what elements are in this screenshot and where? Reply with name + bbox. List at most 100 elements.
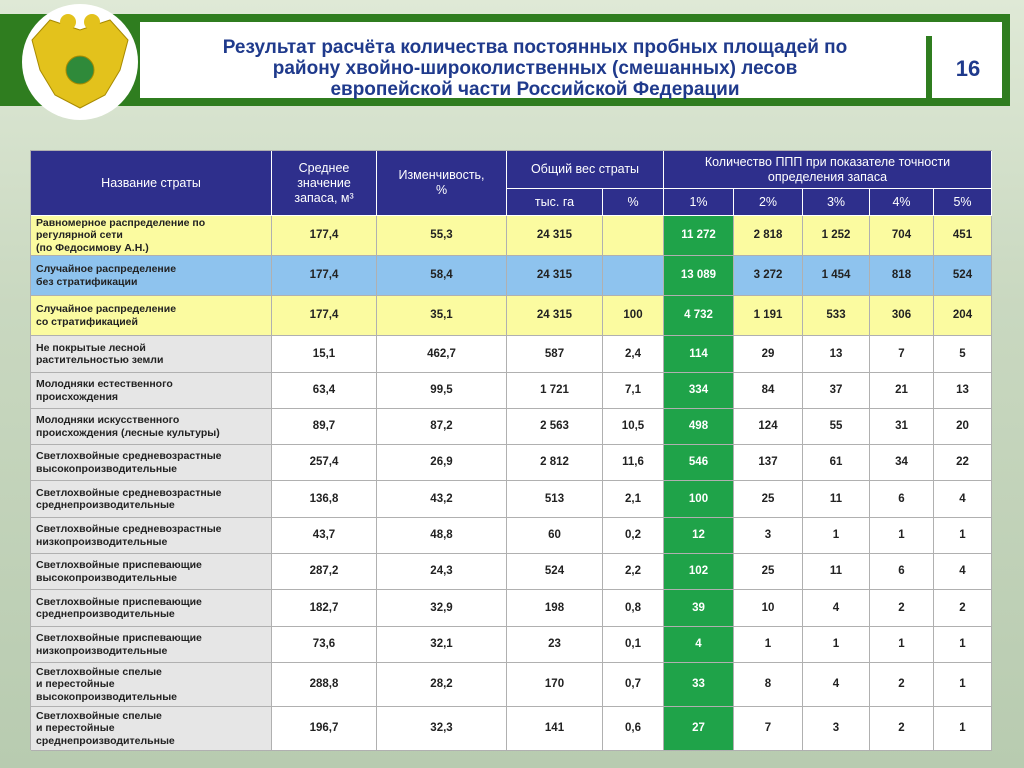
cell: 43,7 [272, 518, 377, 554]
page-number: 16 [955, 56, 981, 81]
table: Название страты Среднее значение запаса, м³… [30, 150, 992, 751]
banner-inner [140, 22, 1002, 98]
cell: 25 [734, 481, 803, 518]
text-line: низкопроизводительные [36, 644, 168, 657]
cell: 3 [803, 707, 870, 751]
divider [926, 36, 932, 98]
cell: 704 [870, 216, 934, 256]
cell: 37 [803, 373, 870, 409]
text-line: Светлохвойные средневозрастные [36, 450, 222, 462]
cell: 6 [870, 554, 934, 590]
cell: 43,2 [377, 481, 507, 518]
cell: 24 315 [507, 296, 603, 336]
header-cell: Среднее значение запаса, м³ [272, 151, 377, 216]
row-name: Светлохвойные средневозрастные высокопрои… [31, 445, 272, 481]
title: Результат расчёта количества постоянных … [150, 37, 920, 100]
row-name: Светлохвойные средневозрастные низкопроиз… [31, 518, 272, 554]
text-line: Молодняки естественного [36, 378, 173, 390]
text-line: % [435, 183, 448, 197]
text-line: Светлохвойные приспевающие [36, 595, 202, 608]
cell: 22 [934, 445, 992, 481]
cell: 1 [870, 627, 934, 663]
cell: 1 [934, 627, 992, 663]
text-line: среднепроизводительные [36, 734, 175, 747]
cell: 124 [734, 409, 803, 445]
text-line: Светлохвойные спелые [36, 709, 162, 722]
cell-highlight: 100 [664, 481, 734, 518]
text-line: Светлохвойные средневозрастные [36, 523, 222, 535]
cell: 21 [870, 373, 934, 409]
cell: 524 [934, 256, 992, 296]
row-name: Светлохвойные приспевающие среднепроизвод… [31, 590, 272, 627]
cell: 1 [803, 627, 870, 663]
cell: 32,3 [377, 707, 507, 751]
text-line: Светлохвойные спелые [36, 665, 162, 678]
cell-highlight: 12 [664, 518, 734, 554]
cell: 137 [734, 445, 803, 481]
header-cell: Название страты [31, 151, 272, 216]
text-line: европейской части Российской Федерации [330, 79, 740, 100]
cell-highlight: 114 [664, 336, 734, 373]
emblem [22, 4, 138, 120]
text-line: среднепроизводительные [36, 608, 175, 620]
cell-highlight: 33 [664, 663, 734, 707]
cell: 24 315 [507, 216, 603, 256]
text-line: растительностью земли [36, 354, 164, 366]
cell: 306 [870, 296, 934, 336]
text-line: Не покрытые лесной [36, 341, 146, 354]
cell: 11,6 [603, 445, 664, 481]
text-line: высокопроизводительные [36, 571, 178, 584]
row-name: Светлохвойные приспевающие высокопроизвод… [31, 554, 272, 590]
cell: 11 [803, 554, 870, 590]
cell: 0,2 [603, 518, 664, 554]
cell: 182,7 [272, 590, 377, 627]
cell: 204 [934, 296, 992, 336]
cell: 26,9 [377, 445, 507, 481]
cell: 1 [803, 518, 870, 554]
cell: 196,7 [272, 707, 377, 751]
header-cell: 2% [734, 189, 803, 216]
cell: 1 [734, 627, 803, 663]
row-name: Светлохвойные спелые и перестойные среднеп… [31, 707, 272, 751]
text-line: Молодняки искусственного [36, 414, 180, 426]
cell: 55 [803, 409, 870, 445]
text-line: Количество ППП при показателе точности [704, 154, 951, 169]
cell: 7 [870, 336, 934, 373]
text-line: происхождения [36, 390, 119, 403]
cell-highlight: 27 [664, 707, 734, 751]
cell: 34 [870, 445, 934, 481]
cell-highlight: 334 [664, 373, 734, 409]
header-cell: тыс. га [507, 189, 603, 216]
cell: 29 [734, 336, 803, 373]
header-cell: Общий вес страты [507, 151, 664, 189]
header-cell: 4% [870, 189, 934, 216]
text-line: Светлохвойные средневозрастные [36, 486, 222, 499]
row-name: Не покрытые лесной растительностью земли [31, 336, 272, 373]
row-name: Случайное распределение без стратификации [31, 256, 272, 296]
cell: 1 [934, 518, 992, 554]
cell: 257,4 [272, 445, 377, 481]
cell: 2,1 [603, 481, 664, 518]
cell: 7,1 [603, 373, 664, 409]
cell: 177,4 [272, 216, 377, 256]
cell: 177,4 [272, 296, 377, 336]
text-line: Среднее [298, 160, 350, 175]
cell: 28,2 [377, 663, 507, 707]
cell: 24,3 [377, 554, 507, 590]
cell-highlight: 13 089 [664, 256, 734, 296]
cell: 13 [803, 336, 870, 373]
cell: 2,4 [603, 336, 664, 373]
cell: 23 [507, 627, 603, 663]
text-line: регулярной сети [36, 229, 123, 242]
cell: 587 [507, 336, 603, 373]
cell: 4 [934, 481, 992, 518]
text-line: Равномерное распределение по [36, 216, 206, 229]
cell: 524 [507, 554, 603, 590]
cell: 10,5 [603, 409, 664, 445]
cell: 513 [507, 481, 603, 518]
row-name: Случайное распределение со стратификацией [31, 296, 272, 336]
cell: 6 [870, 481, 934, 518]
cell-highlight: 4 732 [664, 296, 734, 336]
cell: 2 [870, 707, 934, 751]
cell: 2 [934, 590, 992, 627]
